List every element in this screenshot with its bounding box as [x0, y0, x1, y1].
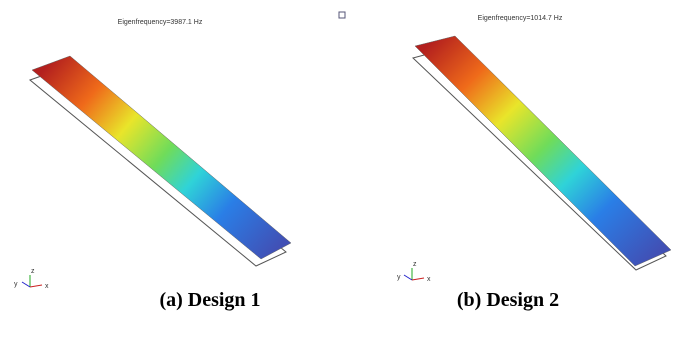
icon: [339, 12, 345, 18]
figure: Eigenfrequency=3987.1 Hz z y x (a) Desig…: [0, 0, 688, 343]
deformed-beam: [415, 36, 671, 266]
axis-label: z: [413, 261, 417, 268]
deformed-beam: [32, 56, 291, 259]
axis-label: x: [427, 276, 431, 283]
caption: (a) Design 1: [159, 289, 260, 311]
axis-label: z: [31, 268, 35, 275]
axis-triad: z y x: [14, 268, 49, 290]
axis-label: y: [14, 281, 18, 288]
panel-title: Eigenfrequency=1014.7 Hz: [478, 15, 563, 22]
axis-triad: z y x: [397, 261, 431, 283]
panel-a: Eigenfrequency=3987.1 Hz z y x (a) Desig…: [14, 19, 291, 311]
caption: (b) Design 2: [457, 289, 559, 311]
panel-title: Eigenfrequency=3987.1 Hz: [118, 19, 203, 26]
axis-label: x: [45, 283, 49, 290]
panel-b: Eigenfrequency=1014.7 Hz z y x (b) Desig…: [397, 15, 671, 311]
axis-label: y: [397, 274, 401, 281]
